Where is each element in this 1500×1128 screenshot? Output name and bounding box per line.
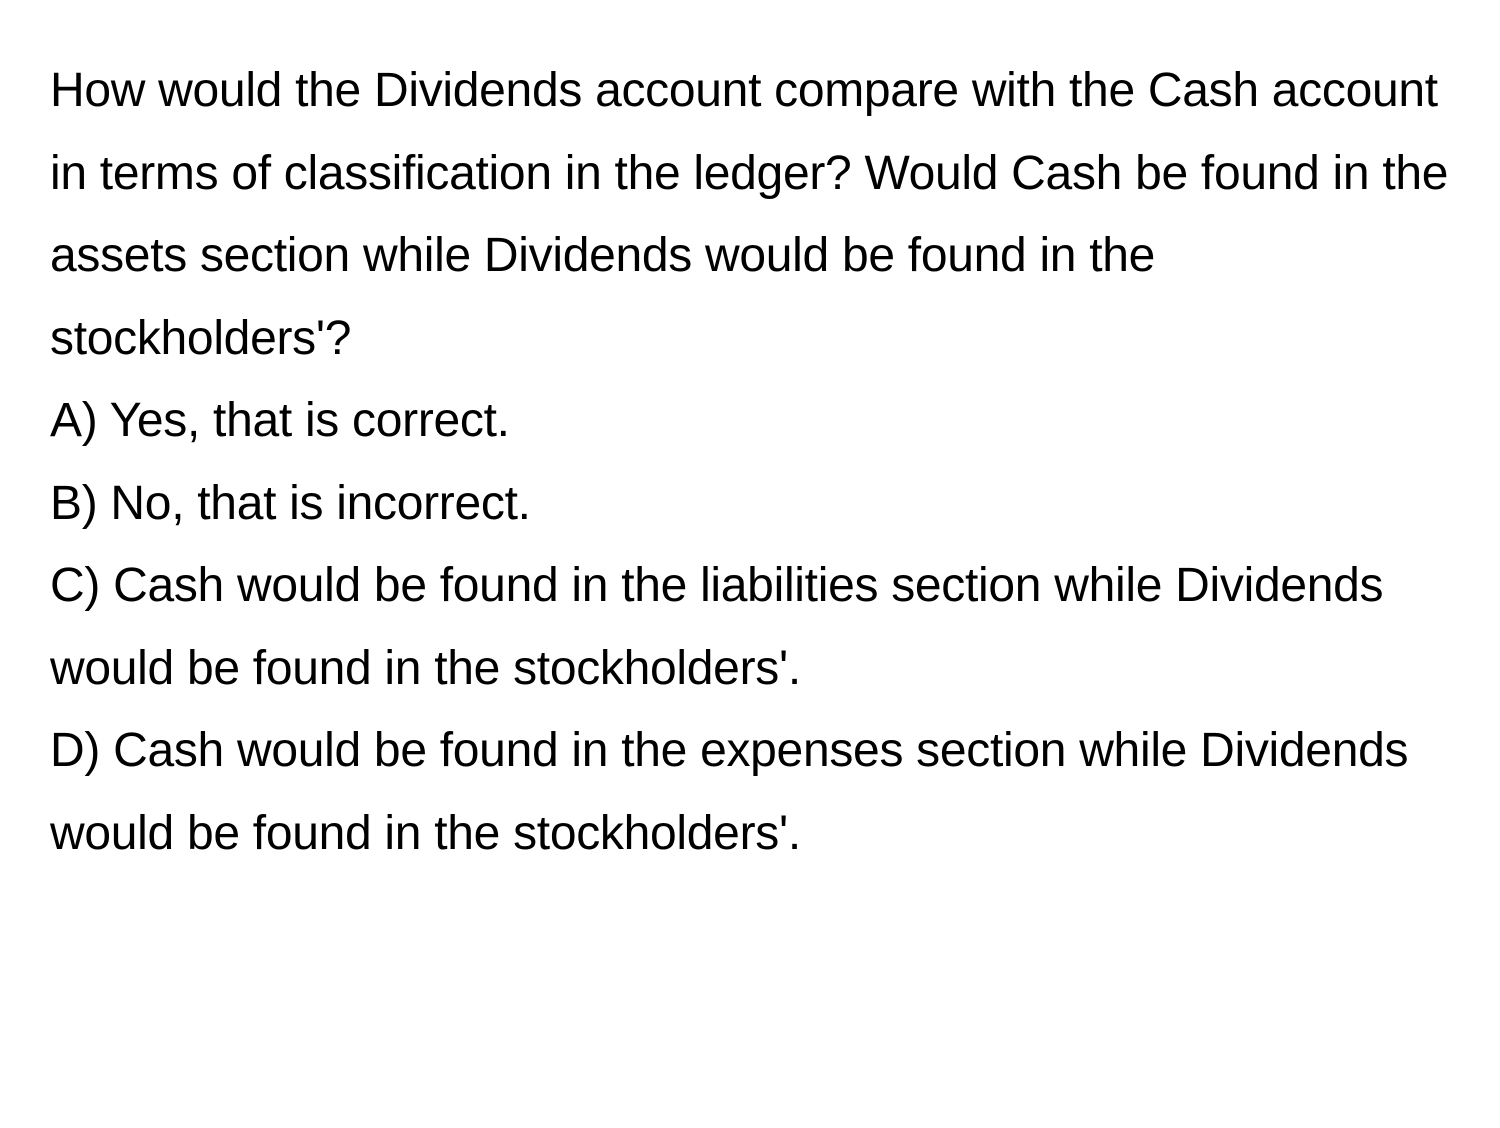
- option-c: C) Cash would be found in the liabilitie…: [50, 545, 1450, 710]
- document-content: How would the Dividends account compare …: [50, 50, 1450, 875]
- option-d: D) Cash would be found in the expenses s…: [50, 710, 1450, 875]
- question-text: How would the Dividends account compare …: [50, 50, 1450, 380]
- option-b: B) No, that is incorrect.: [50, 463, 1450, 546]
- option-a: A) Yes, that is correct.: [50, 380, 1450, 463]
